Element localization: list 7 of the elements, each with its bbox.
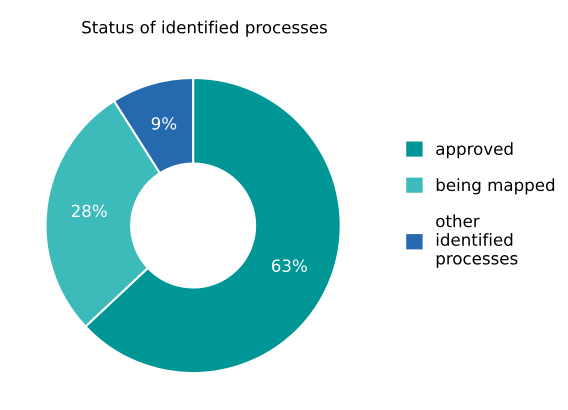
data-label: 28% [72, 204, 107, 218]
chart-title: Status of identified processes [82, 20, 327, 37]
data-label: 63% [272, 259, 307, 272]
legend-label: being mapped [436, 178, 554, 194]
legend-label: other identified processes [436, 214, 518, 268]
data-label: 9% [152, 117, 176, 130]
legend-label: approved [436, 142, 512, 158]
